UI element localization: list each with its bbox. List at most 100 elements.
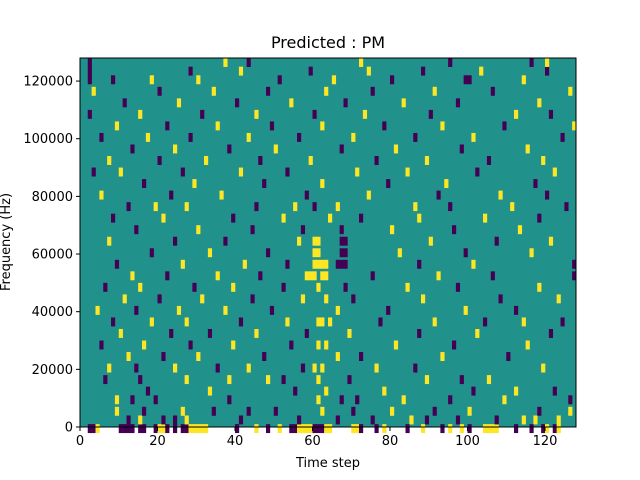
heatmap-cell [130,144,135,154]
heatmap-cell [103,282,108,292]
heatmap-cell [413,132,418,142]
heatmap-cell [421,294,426,304]
heatmap-cell [320,179,325,189]
heatmap-cell [370,271,375,281]
heatmap-cell [114,406,120,416]
heatmap-cell [421,424,426,434]
y-tick-label: 0 [65,421,73,436]
x-tick-label: 100 [455,434,480,449]
heatmap-cell [448,395,453,405]
heatmap-cell [130,271,135,281]
heatmap-cell [258,271,263,281]
heatmap-cell [114,259,120,269]
heatmap-cell [118,424,123,434]
heatmap-cell [413,363,418,373]
heatmap-cell [293,424,298,434]
heatmap-cell [552,167,557,177]
heatmap-cell [254,328,259,338]
heatmap-cell [351,294,356,304]
heatmap-cell [273,406,278,416]
heatmap-cell [289,340,294,350]
heatmap-cell [196,225,201,235]
heatmap-cell [138,109,143,119]
heatmap-cell [246,363,251,373]
y-tick-label: 120000 [23,75,73,90]
heatmap-cell [134,363,139,373]
heatmap-cell [351,132,356,142]
heatmap-cell [514,386,519,396]
heatmap-cell [138,375,143,385]
heatmap-cell [541,363,546,373]
heatmap-cell [254,202,259,212]
heatmap-cell [149,317,154,327]
heatmap-cell [335,305,340,315]
heatmap-cell [459,144,464,154]
heatmap-cell [320,259,325,269]
heatmap-cell [231,282,236,292]
heatmap-cell [572,271,577,281]
heatmap-cell [200,294,205,304]
heatmap-cell [111,75,116,85]
heatmap-cell [238,415,244,425]
x-axis-ticks: 0 20 40 60 80 100 120 [76,427,558,449]
heatmap-cell [99,190,104,200]
heatmap-cell [335,259,340,269]
heatmap-cell [498,190,503,200]
heatmap-cell [149,248,154,258]
heatmap-cell [111,213,116,223]
heatmap-cell [153,424,158,434]
heatmap-cell [281,375,286,385]
heatmap-cell [432,406,437,416]
heatmap-cell [525,340,530,350]
heatmap-cell [165,121,170,131]
heatmap-cell [382,386,387,396]
y-tick-label: 40000 [32,305,73,320]
heatmap-cell [130,395,135,405]
heatmap-cell [289,424,294,434]
heatmap-cell [99,340,104,350]
heatmap-cell [169,328,174,338]
heatmap-cell [483,213,488,223]
x-axis-label: Time step [295,456,360,471]
heatmap-cell [316,317,321,327]
heatmap-cell [339,395,344,405]
heatmap-cell [537,213,542,223]
heatmap-cell [320,271,325,281]
heatmap-cell [370,415,375,425]
heatmap-cell [87,58,92,67]
heatmap-cell [95,305,100,315]
heatmap-cell [184,317,189,327]
heatmap-cell [483,317,488,327]
heatmap-cell [459,375,464,385]
heatmap-cell [192,179,197,189]
heatmap-cell [471,259,476,269]
heatmap-cell [413,202,418,212]
heatmap-cell [529,424,534,434]
heatmap-cell [126,352,131,361]
heatmap-cell [440,121,445,131]
heatmap-cell [436,271,441,281]
heatmap-cell [165,271,170,281]
heatmap-cell [405,424,410,434]
heatmap-cell [467,406,472,416]
heatmap-cell [281,282,286,292]
heatmap-cell [130,424,135,434]
heatmap-cell [258,156,263,165]
y-axis-label: Frequency (Hz) [0,193,14,291]
heatmap-cell [223,236,228,246]
heatmap-cell [417,213,422,223]
heatmap-cell [320,363,325,373]
heatmap-cell [300,363,306,373]
heatmap-cell [455,98,461,108]
heatmap-cell [548,328,554,338]
x-tick-label: 120 [533,434,558,449]
heatmap-cell [297,132,302,142]
heatmap-cell [390,225,395,235]
heatmap-cell [219,190,224,200]
heatmap-cell [510,202,515,212]
heatmap-cell [184,424,189,434]
heatmap-cell [153,202,158,212]
heatmap-cell [572,121,577,131]
heatmap-cell [490,86,495,96]
heatmap-cell [266,375,271,385]
